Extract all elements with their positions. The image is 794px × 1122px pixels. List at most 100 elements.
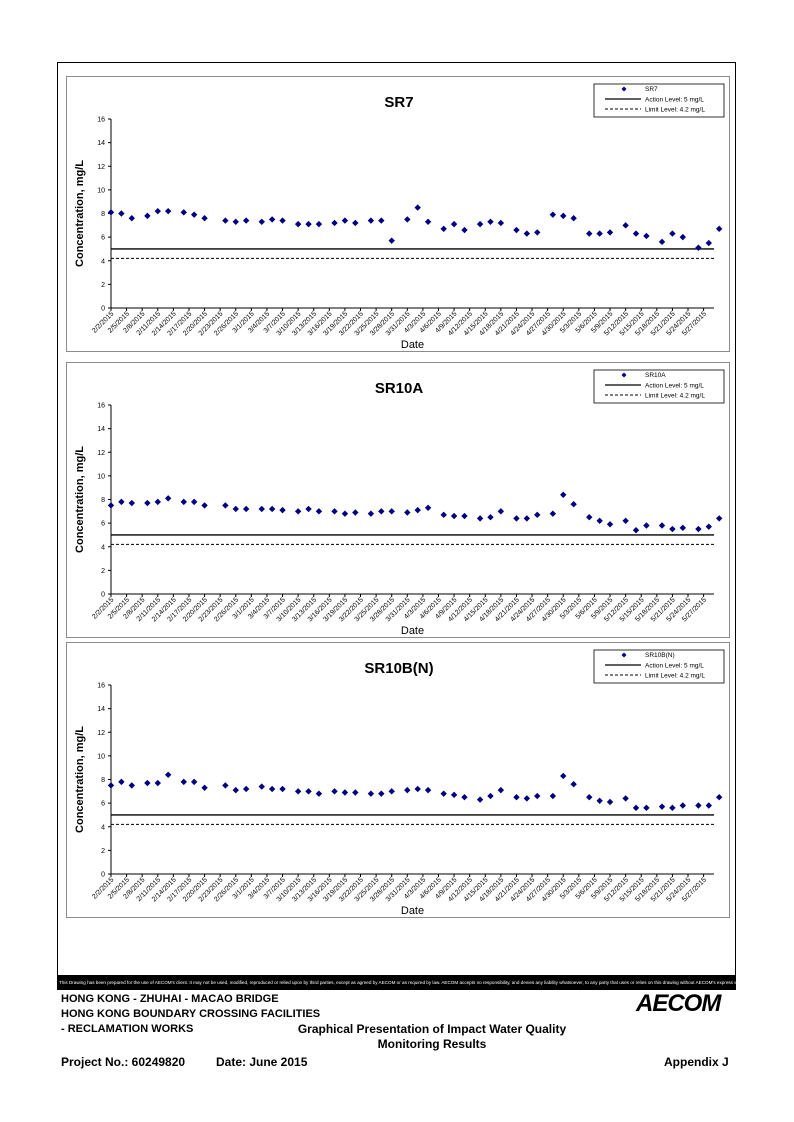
- sr10b-n-y-tick-label: 6: [101, 801, 105, 808]
- sr10a-data-point: [388, 508, 395, 515]
- sr10b-n-data-point: [305, 788, 312, 795]
- sr10b-n-data-point: [560, 772, 567, 780]
- sr10b-n-data-point: [570, 781, 577, 788]
- sr10a-y-tick-label: 10: [97, 473, 105, 480]
- sr10b-n-legend: SR10B(N) Action Level: 5 mg/L Limit Level:…: [593, 649, 725, 684]
- sr10b-n-data-point: [341, 789, 349, 796]
- sr10a-y-tick-label: 12: [97, 450, 105, 457]
- sr7-data-point: [190, 211, 198, 218]
- chart-panel-sr10bn: SR10B(N) 0 2 4 6 8 10 12 14 16 2/2/2015 2/5/2015 2/8…: [66, 642, 730, 918]
- sr7-y-tick-label: 10: [97, 187, 105, 194]
- sr10a-data-point: [305, 505, 312, 513]
- sr10b-n-data-point: [144, 779, 151, 787]
- chart-panel-sr10a: SR10A 0 2 4 6 8 10 12 14 16 2/2/2015 2/5/2015 2/8/20…: [66, 362, 730, 638]
- sr10b-n-data-point: [497, 786, 505, 794]
- sr7-data-point: [118, 210, 125, 217]
- sr7-chart-title: SR7: [384, 94, 413, 111]
- sr10b-n-data-point: [367, 790, 375, 797]
- sr7-y-tick-label: 4: [101, 258, 105, 265]
- sr10a-data-point: [378, 508, 385, 515]
- sr10b-n-data-point: [378, 790, 385, 797]
- sr10a-data-point: [596, 517, 603, 524]
- sr10b-n-data-point: [596, 797, 603, 804]
- sr10a-legend-label-series: SR10A: [645, 372, 666, 379]
- sr10b-n-data-point: [523, 795, 531, 802]
- sr10a-data-point: [695, 525, 702, 533]
- sr7-data-point: [305, 220, 312, 228]
- sr10b-n-data-point: [461, 794, 468, 801]
- sr10b-n-data-point: [715, 794, 723, 801]
- sr10a-legend-box: [593, 369, 725, 404]
- sr10a-y-tick-label: 16: [97, 403, 105, 410]
- sr10a-data-point: [144, 499, 151, 507]
- sr10a-data-point: [669, 525, 676, 533]
- sr7-data-point: [622, 222, 629, 229]
- sr10a-data-point: [658, 522, 666, 529]
- sr10b-n-data-point: [222, 782, 229, 789]
- sr10b-n-y-tick-label: 2: [101, 848, 105, 855]
- sr10a-data-point: [679, 524, 687, 532]
- sr7-data-point: [388, 237, 395, 244]
- sr7-data-point: [378, 217, 385, 224]
- disclaimer-bar: This Drawing has been prepared for the u…: [57, 975, 736, 990]
- sr10b-n-data-point: [279, 785, 286, 793]
- sr7-data-point: [242, 217, 250, 224]
- sr10a-data-point: [331, 508, 338, 515]
- sr10b-n-y-tick-label: 0: [101, 872, 105, 879]
- appendix-label: Appendix J: [664, 1055, 729, 1069]
- sr7-data-point: [658, 238, 666, 246]
- sr7-data-point: [341, 217, 349, 224]
- sr7-data-point: [128, 215, 135, 222]
- sr10b-n-data-point: [154, 779, 161, 787]
- sr10a-data-point: [570, 501, 577, 508]
- sr10b-n-data-point: [549, 792, 557, 800]
- sr10b-n-data-point: [450, 791, 458, 799]
- sr10a-data-point: [232, 505, 239, 513]
- sr10a-data-point: [450, 512, 458, 520]
- sr7-y-tick-label: 14: [97, 140, 105, 147]
- sr7-data-point: [154, 207, 161, 215]
- sr10b-n-y-tick-label: 14: [97, 706, 105, 713]
- sr7-data-point: [258, 218, 265, 225]
- sr10a-data-point: [487, 514, 494, 521]
- sr10b-n-data-point: [164, 771, 172, 778]
- sr10a-data-point: [534, 511, 541, 519]
- sr7-data-point: [586, 230, 593, 237]
- sr10a-data-point: [586, 514, 593, 521]
- sr10a-data-point: [268, 505, 276, 513]
- sr10b-n-legend-label-series: SR10B(N): [645, 652, 675, 659]
- sr10a-y-tick-label: 8: [101, 497, 105, 504]
- sr7-data-point: [201, 215, 208, 222]
- sr7-data-point: [268, 216, 276, 223]
- chart-panel-sr7: SR7 0 2 4 6 8 10 12 14 16 2/2/2015 2/5/2015 2/8/2015…: [66, 76, 730, 352]
- sr10b-n-y-tick-label: 4: [101, 824, 105, 831]
- sr10a-data-point: [549, 510, 557, 517]
- sr7-data-point: [404, 216, 411, 223]
- sr10a-legend-label-limit: Limit Level: 4.2 mg/L: [645, 393, 705, 400]
- sr7-data-point: [367, 217, 375, 224]
- sr10b-n-y-tick-label: 8: [101, 777, 105, 784]
- sr10a-data-point: [404, 509, 411, 516]
- sr7-data-point: [331, 219, 338, 227]
- sr10b-n-data-point: [180, 778, 187, 786]
- sr10a-data-point: [367, 510, 375, 517]
- sr7-data-point: [643, 232, 650, 240]
- sr10a-data-point: [154, 498, 161, 506]
- sr10a-data-point: [180, 498, 187, 506]
- sr7-data-point: [279, 217, 286, 224]
- sr7-data-point: [232, 218, 239, 225]
- sr10b-n-data-point: [632, 804, 640, 812]
- sr7-legend-marker: [621, 86, 627, 92]
- sr10b-n-y-axis-label: Concentration, mg/L: [74, 726, 86, 833]
- sr10a-data-point: [715, 515, 723, 522]
- report-title-line-1: Graphical Presentation of Impact Water Q…: [297, 1022, 567, 1036]
- sr10a-data-point: [476, 515, 484, 522]
- sr10a-data-point: [643, 522, 650, 529]
- sr10a-data-point: [222, 502, 229, 509]
- sr10a-data-point: [201, 502, 208, 509]
- sr10b-n-data-point: [622, 795, 629, 802]
- sr10b-n-chart-title: SR10B(N): [364, 660, 433, 677]
- sr7-data-point: [606, 229, 614, 236]
- sr10b-n-data-point: [643, 804, 650, 812]
- sr7-data-point: [560, 212, 567, 220]
